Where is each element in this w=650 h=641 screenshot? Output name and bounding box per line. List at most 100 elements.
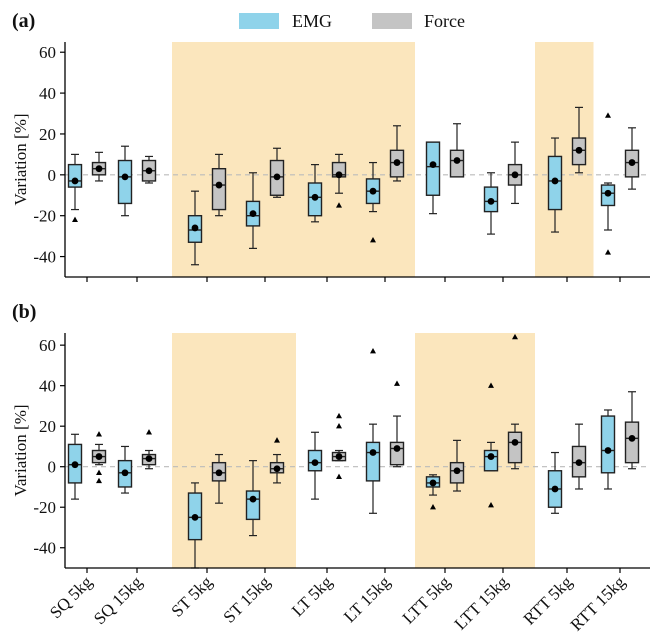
mean-marker xyxy=(453,467,461,475)
force-box xyxy=(449,439,465,492)
x-tick-label: LT 15kg xyxy=(340,572,394,626)
mean-marker xyxy=(429,161,437,169)
y-tick-label: 20 xyxy=(39,417,56,436)
mean-marker xyxy=(628,434,636,442)
legend-label-emg: EMG xyxy=(292,11,332,31)
y-tick-label: 0 xyxy=(48,166,57,185)
mean-marker xyxy=(429,479,437,487)
y-tick-label: -40 xyxy=(33,539,56,558)
panel-b-axes: -40 -20 0 20 40 60 xyxy=(33,333,650,573)
mean-marker xyxy=(369,187,377,195)
mean-marker xyxy=(369,449,377,456)
emg-box xyxy=(483,382,499,508)
force-box xyxy=(91,431,107,484)
force-box xyxy=(331,412,347,480)
iqr-box xyxy=(117,159,133,205)
panel-b-label: (b) xyxy=(12,301,36,323)
outlier-marker xyxy=(512,333,518,340)
x-tick-label: LTT 5kg xyxy=(399,572,455,628)
emg-box xyxy=(67,433,83,500)
mean-marker xyxy=(215,469,223,477)
outlier-marker xyxy=(605,249,611,255)
emg-box xyxy=(307,431,323,500)
x-tick-label: ST 5kg xyxy=(168,572,217,621)
outlier-marker xyxy=(96,469,102,475)
mean-marker xyxy=(335,453,343,460)
mean-marker xyxy=(335,171,343,179)
panel-a-boxes xyxy=(67,106,640,266)
iqr-box xyxy=(483,449,499,472)
mean-marker xyxy=(71,177,79,185)
mean-marker xyxy=(95,453,103,460)
emg-box xyxy=(245,460,261,537)
panel-a: -40 -20 0 20 40 60 (a) Variation [%] xyxy=(11,10,650,282)
mean-marker xyxy=(191,513,199,521)
mean-marker xyxy=(551,485,559,493)
x-tick-label: SQ 15kg xyxy=(90,572,146,628)
outlier-marker xyxy=(96,431,102,437)
mean-marker xyxy=(121,469,129,477)
force-box xyxy=(269,437,285,484)
mean-marker xyxy=(604,447,612,454)
mean-marker xyxy=(628,159,636,166)
outlier-marker xyxy=(72,216,78,222)
iqr-box xyxy=(211,167,227,211)
mean-marker xyxy=(311,459,319,467)
panel-b-highlight-bands xyxy=(172,333,535,568)
outlier-marker xyxy=(488,382,494,388)
mean-marker xyxy=(453,157,461,164)
mean-marker xyxy=(511,438,519,446)
emg-box xyxy=(425,141,441,215)
legend-label-force: Force xyxy=(424,11,465,31)
force-box xyxy=(269,147,285,198)
y-tick-label: -40 xyxy=(33,248,56,267)
outlier-marker xyxy=(274,437,280,443)
outlier-marker xyxy=(336,412,342,419)
panel-b: -40 -20 0 20 40 60 (b) Variation [%] xyxy=(11,301,650,573)
force-box xyxy=(389,125,405,182)
outlier-marker xyxy=(370,348,376,354)
emg-box xyxy=(600,409,616,490)
outlier-marker xyxy=(336,473,342,480)
legend-swatch-emg xyxy=(239,13,279,29)
emg-box xyxy=(600,112,616,255)
iqr-box xyxy=(507,431,523,464)
panel-a-highlight-bands xyxy=(172,42,594,277)
mean-marker xyxy=(487,197,495,205)
force-box xyxy=(624,391,640,470)
y-tick-label: -20 xyxy=(33,498,56,517)
iqr-box xyxy=(624,421,640,464)
emg-box xyxy=(365,348,381,514)
panel-a-axes: -40 -20 0 20 40 60 xyxy=(33,42,650,282)
iqr-box xyxy=(425,141,441,196)
x-tick-label: ST 15kg xyxy=(220,572,275,627)
mean-marker xyxy=(249,495,257,503)
emg-box xyxy=(547,137,563,233)
mean-marker xyxy=(71,461,79,469)
outlier-marker xyxy=(488,501,494,508)
mean-marker xyxy=(575,459,583,467)
outlier-marker xyxy=(430,504,436,510)
force-box xyxy=(507,141,523,205)
force-box xyxy=(571,423,587,490)
mean-marker xyxy=(273,465,281,473)
y-tick-label: 20 xyxy=(39,125,56,144)
force-box xyxy=(449,123,465,178)
panel-a-ylabel: Variation [%] xyxy=(11,113,30,205)
force-box xyxy=(211,453,227,504)
mean-marker xyxy=(249,210,257,218)
x-tick-label: LTT 15kg xyxy=(451,572,513,634)
outlier-marker xyxy=(394,380,400,386)
y-tick-label: 60 xyxy=(39,336,56,355)
emg-box xyxy=(67,153,83,222)
mean-marker xyxy=(191,224,199,232)
y-tick-label: 60 xyxy=(39,43,56,62)
highlight-band xyxy=(172,42,415,277)
y-tick-label: 0 xyxy=(48,458,57,477)
mean-marker xyxy=(273,173,281,181)
outlier-marker xyxy=(605,112,611,118)
mean-marker xyxy=(95,165,103,173)
force-box xyxy=(507,333,523,470)
